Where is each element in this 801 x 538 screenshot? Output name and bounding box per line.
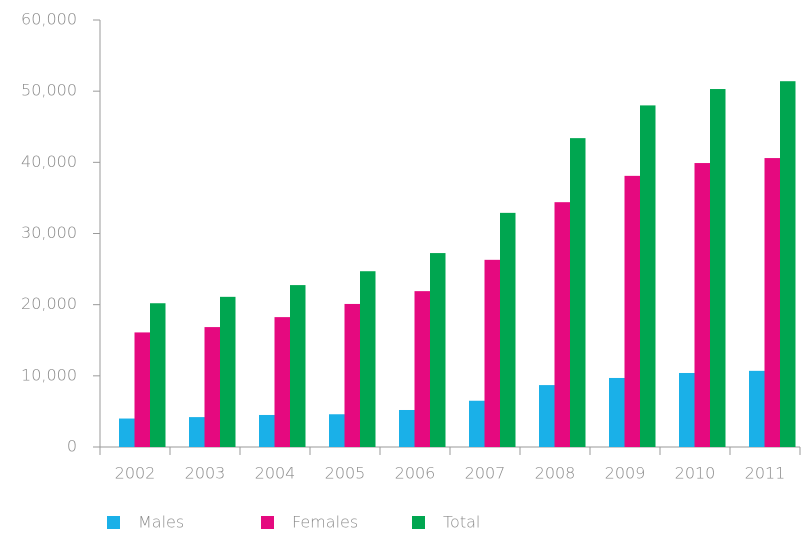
- legend-label: Males: [138, 513, 184, 532]
- bar: [780, 81, 796, 447]
- bar: [430, 253, 446, 447]
- legend-swatch: [261, 516, 274, 529]
- bar: [749, 370, 765, 447]
- bar: [539, 385, 555, 447]
- bar: [344, 303, 360, 447]
- legend-label: Females: [292, 513, 358, 532]
- bar: [679, 372, 695, 447]
- bar: [119, 418, 135, 447]
- y-tick-label: 50,000: [21, 81, 77, 100]
- bar: [710, 89, 726, 447]
- x-tick-label: 2006: [395, 464, 436, 483]
- x-tick-label: 2004: [255, 464, 296, 483]
- bar: [484, 259, 500, 447]
- bar: [414, 291, 430, 447]
- bar: [189, 417, 205, 447]
- x-tick-label: 2011: [745, 464, 786, 483]
- x-tick-label: 2010: [675, 464, 716, 483]
- x-tick-label: 2002: [115, 464, 156, 483]
- bar: [500, 212, 516, 447]
- bar: [624, 175, 640, 448]
- bar: [274, 317, 290, 447]
- bar: [554, 202, 570, 447]
- y-tick-label: 10,000: [21, 365, 77, 384]
- bar: [259, 414, 275, 447]
- bar: [204, 327, 220, 447]
- bar: [469, 400, 485, 447]
- x-tick-label: 2009: [605, 464, 646, 483]
- x-tick-label: 2005: [325, 464, 366, 483]
- legend-swatch: [412, 516, 425, 529]
- bar: [360, 271, 376, 447]
- x-tick-label: 2007: [465, 464, 506, 483]
- bar: [220, 296, 236, 447]
- y-tick-label: 20,000: [21, 294, 77, 313]
- y-tick-label: 0: [67, 437, 77, 456]
- bar: [399, 409, 415, 447]
- bar: [570, 138, 586, 448]
- bar: [640, 105, 656, 448]
- bar: [694, 163, 710, 448]
- bar: [134, 332, 150, 447]
- bar: [764, 158, 780, 447]
- bar: [290, 285, 306, 447]
- y-tick-label: 60,000: [21, 10, 77, 29]
- legend-label: Total: [443, 513, 480, 532]
- y-tick-label: 30,000: [21, 223, 77, 242]
- x-tick-label: 2003: [185, 464, 226, 483]
- legend-swatch: [107, 516, 120, 529]
- bar: [609, 377, 625, 447]
- y-tick-label: 40,000: [21, 152, 77, 171]
- bar: [329, 414, 345, 447]
- bar: [150, 303, 166, 447]
- x-tick-label: 2008: [535, 464, 576, 483]
